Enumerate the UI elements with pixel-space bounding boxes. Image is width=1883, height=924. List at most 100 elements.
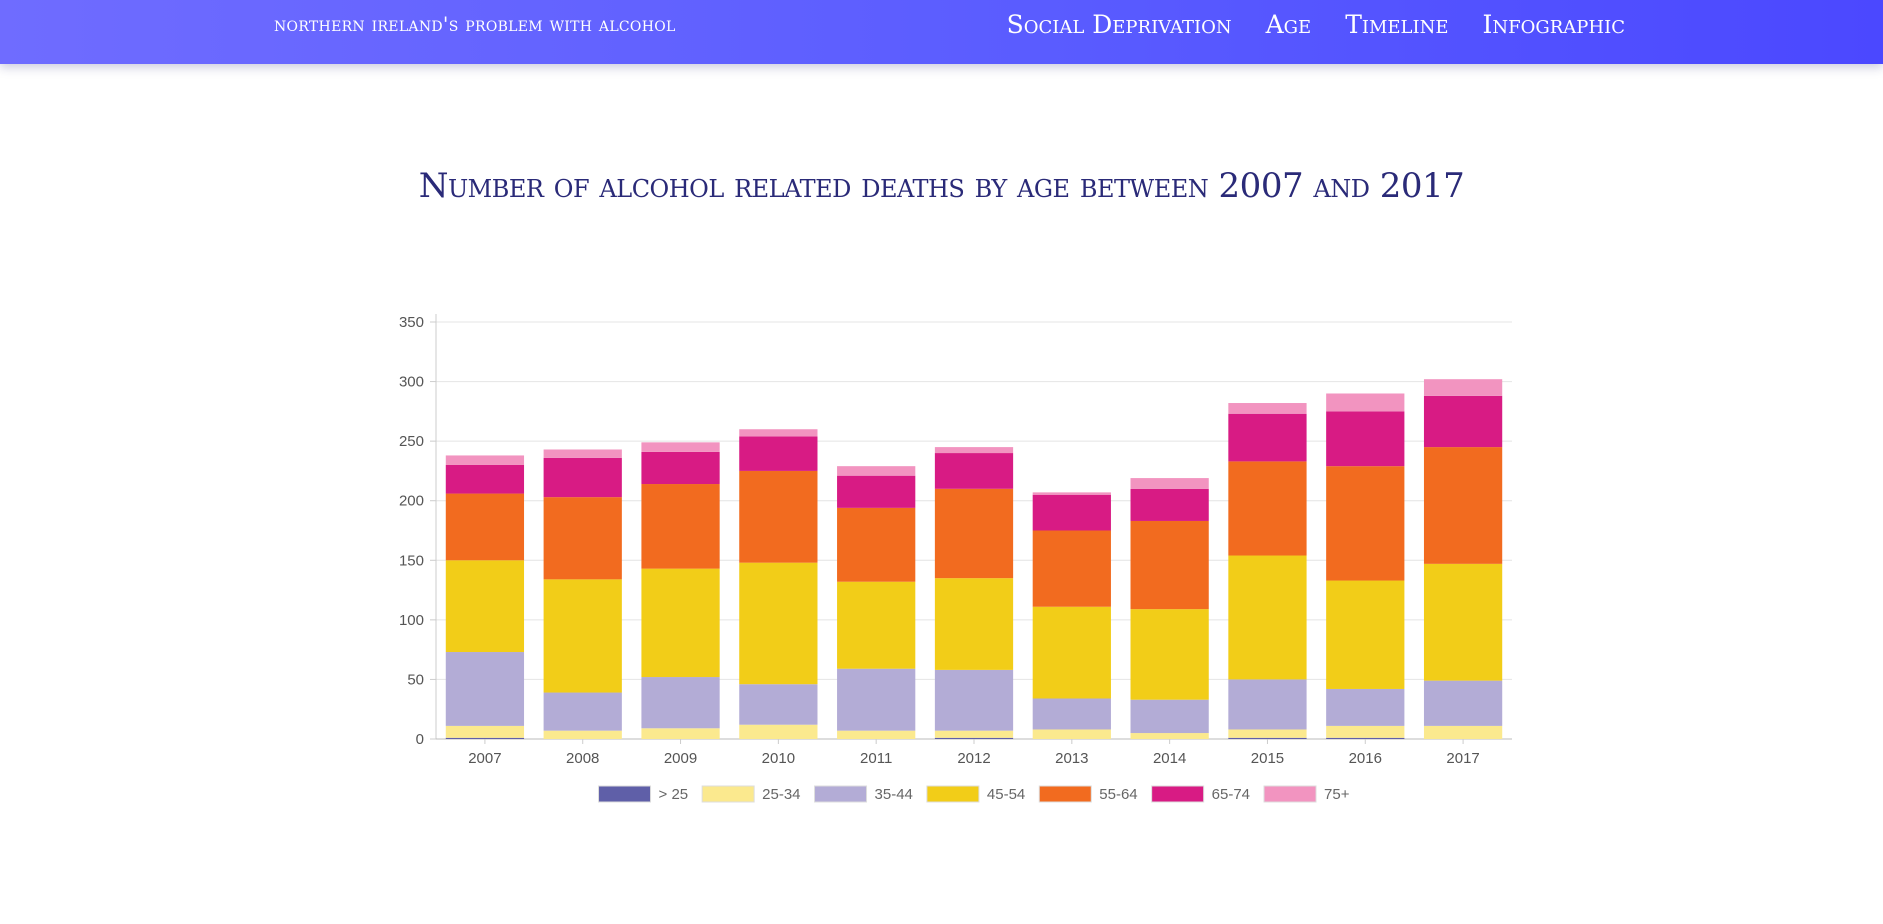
bar-segment[interactable]	[543, 449, 622, 458]
bar-segment[interactable]	[1032, 729, 1111, 739]
bar-segment[interactable]	[1326, 688, 1405, 726]
bar-segment[interactable]	[934, 669, 1014, 731]
bar-segment[interactable]	[445, 455, 525, 465]
bar-segment[interactable]	[641, 442, 720, 452]
x-tick-label: 2007	[468, 750, 501, 767]
bar-segment[interactable]	[837, 475, 916, 508]
nav-link-infographic[interactable]: Infographic	[1482, 10, 1626, 39]
bar-segment[interactable]	[1423, 680, 1503, 726]
bar-segment[interactable]	[739, 470, 818, 563]
legend-swatch[interactable]	[1263, 785, 1317, 803]
bar-segment[interactable]	[739, 684, 818, 725]
bar-segment[interactable]	[1032, 492, 1111, 495]
bar-segment[interactable]	[739, 436, 818, 471]
y-tick-label: 0	[416, 731, 424, 748]
y-tick-label: 200	[399, 493, 424, 510]
legend-label[interactable]: 75+	[1324, 786, 1350, 803]
bar-segment[interactable]	[1130, 733, 1209, 739]
bar-segment[interactable]	[641, 484, 720, 569]
bar-segment[interactable]	[1228, 413, 1307, 462]
bar-segment[interactable]	[1228, 555, 1307, 680]
nav-link-social-deprivation[interactable]: Social Deprivation	[1006, 10, 1232, 39]
bar-segment[interactable]	[837, 507, 916, 582]
bar-segment[interactable]	[837, 581, 916, 669]
bar-segment[interactable]	[641, 728, 720, 739]
bar-segment[interactable]	[837, 730, 916, 739]
bar-segment[interactable]	[934, 488, 1014, 579]
y-tick-label: 250	[399, 433, 424, 450]
bar-segment[interactable]	[543, 457, 622, 498]
bar-segment[interactable]	[1228, 403, 1307, 414]
legend-label[interactable]: 55-64	[1099, 786, 1137, 803]
bar-segment[interactable]	[445, 560, 525, 653]
bar-segment[interactable]	[1423, 379, 1503, 396]
legend-label[interactable]: 35-44	[875, 786, 913, 803]
navbar: northern ireland's problem with alcohol …	[0, 0, 1883, 64]
bar-segment[interactable]	[543, 497, 622, 580]
bar-segment[interactable]	[1423, 395, 1503, 448]
legend-swatch[interactable]	[701, 785, 755, 803]
bar-segment[interactable]	[1326, 466, 1405, 581]
bar-segment[interactable]	[445, 652, 525, 726]
bar-segment[interactable]	[837, 668, 916, 731]
legend-label[interactable]: 25-34	[762, 786, 800, 803]
x-tick-label: 2016	[1349, 750, 1382, 767]
brand-link[interactable]: northern ireland's problem with alcohol	[274, 12, 676, 36]
bar-segment[interactable]	[1130, 699, 1209, 734]
bar-segment[interactable]	[1130, 478, 1209, 489]
legend-label[interactable]: 65-74	[1212, 786, 1250, 803]
nav-link-timeline[interactable]: Timeline	[1345, 10, 1449, 39]
bar-segment[interactable]	[1228, 737, 1307, 739]
bar-segment[interactable]	[1032, 698, 1111, 730]
bar-segment[interactable]	[1228, 729, 1307, 738]
bar-segment[interactable]	[543, 692, 622, 731]
bar-segment[interactable]	[1032, 530, 1111, 607]
bar-segment[interactable]	[641, 677, 720, 729]
bar-segment[interactable]	[934, 447, 1014, 454]
bar-segment[interactable]	[1130, 488, 1209, 521]
bar-segment[interactable]	[1326, 737, 1405, 739]
bar-segment[interactable]	[445, 464, 525, 494]
legend-swatch[interactable]	[1151, 785, 1205, 803]
bar-segment[interactable]	[1130, 520, 1209, 610]
bar-segment[interactable]	[543, 579, 622, 693]
y-tick-label: 150	[399, 552, 424, 569]
bar-segment[interactable]	[1326, 411, 1405, 467]
bar-segment[interactable]	[641, 451, 720, 485]
bar-segment[interactable]	[934, 737, 1014, 739]
bar-segment[interactable]	[1423, 563, 1503, 681]
bar-segment[interactable]	[934, 730, 1014, 738]
bar-segment[interactable]	[445, 737, 525, 739]
bar-segment[interactable]	[1326, 580, 1405, 689]
bar-segment[interactable]	[1326, 725, 1405, 738]
legend-label[interactable]: 45-54	[987, 786, 1025, 803]
bar-segment[interactable]	[445, 725, 525, 738]
nav-link-age[interactable]: Age	[1265, 10, 1312, 39]
x-tick-label: 2011	[860, 750, 892, 767]
bar-segment[interactable]	[1423, 725, 1503, 739]
bar-segment[interactable]	[837, 466, 916, 476]
bar-segment[interactable]	[1032, 494, 1111, 531]
bar-segment[interactable]	[445, 493, 525, 561]
bar-segment[interactable]	[1032, 606, 1111, 699]
legend-label[interactable]: > 25	[659, 786, 689, 803]
y-tick-label: 350	[399, 314, 424, 331]
bar-segment[interactable]	[934, 578, 1014, 670]
bar-segment[interactable]	[641, 568, 720, 678]
y-tick-label: 300	[399, 374, 424, 391]
bar-segment[interactable]	[739, 562, 818, 685]
bar-segment[interactable]	[1228, 461, 1307, 556]
legend-swatch[interactable]	[598, 785, 652, 803]
bar-segment[interactable]	[543, 730, 622, 739]
legend-swatch[interactable]	[926, 785, 980, 803]
bar-segment[interactable]	[739, 429, 818, 437]
bar-segment[interactable]	[1423, 447, 1503, 564]
bar-segment[interactable]	[1228, 679, 1307, 730]
bar-segment[interactable]	[1326, 393, 1405, 412]
legend-swatch[interactable]	[1038, 785, 1092, 803]
bar-segment[interactable]	[1130, 609, 1209, 700]
bar-segment[interactable]	[739, 724, 818, 739]
bar-segment[interactable]	[934, 453, 1014, 489]
legend-swatch[interactable]	[814, 785, 868, 803]
